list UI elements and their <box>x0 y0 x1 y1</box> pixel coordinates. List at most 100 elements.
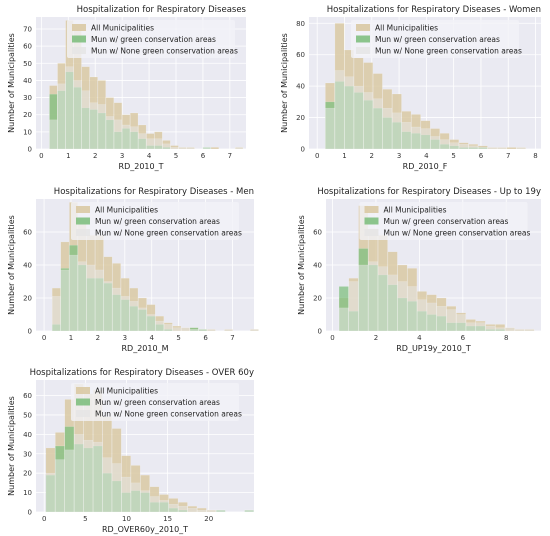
histogram-bar <box>487 147 498 150</box>
y-tick-label: 20 <box>23 295 32 303</box>
histogram-bar <box>130 482 141 513</box>
histogram-bar <box>411 126 421 150</box>
x-axis-label: RD_2010_T <box>119 162 164 171</box>
legend-box <box>359 202 528 240</box>
histogram-bar <box>178 147 187 150</box>
x-tick-label: 7 <box>230 334 234 342</box>
x-tick-label: 6 <box>203 334 208 342</box>
chart-title: Hospitalizations for Respiratory Disease… <box>30 368 254 378</box>
histogram-bar <box>146 138 155 150</box>
histogram-bar <box>83 439 94 513</box>
y-tick-label: 60 <box>23 392 32 400</box>
y-tick-label: 60 <box>23 43 32 51</box>
legend-swatch <box>364 217 379 225</box>
y-tick-label: 40 <box>23 262 32 270</box>
y-tick-label: 0 <box>28 509 32 517</box>
x-tick-label: 8 <box>533 152 537 160</box>
x-tick-label: 0 <box>42 334 46 342</box>
legend-box <box>71 383 239 421</box>
x-tick-label: 5 <box>451 152 455 160</box>
y-tick-label: 40 <box>296 83 305 91</box>
histogram-bar <box>170 147 179 150</box>
histogram-bar <box>187 507 198 513</box>
histogram-bar <box>57 83 66 150</box>
legend-label: All Municipalities <box>384 206 447 215</box>
histogram-bar <box>420 128 431 150</box>
histogram-bar <box>506 147 517 150</box>
x-tick-label: 6 <box>201 152 206 160</box>
histogram-bar <box>382 107 393 150</box>
histogram-bar <box>202 147 211 150</box>
histogram-bar <box>154 138 163 150</box>
x-tick-label: 7 <box>228 152 232 160</box>
x-tick-label: 15 <box>163 515 172 523</box>
histogram-bar <box>372 98 383 150</box>
histogram-bar <box>478 147 488 150</box>
legend: All Municipalities Mun w/ green conservat… <box>351 20 522 58</box>
histogram-bar <box>516 147 526 150</box>
chart-title: Hospitalizations for Respiratory Disease… <box>54 187 254 197</box>
histogram-bar <box>159 500 169 513</box>
x-tick-label: 8 <box>504 334 508 342</box>
x-tick-label: 6 <box>461 334 466 342</box>
histogram-bar <box>112 287 121 332</box>
histogram-bar <box>55 459 65 513</box>
histogram-bar <box>392 112 402 150</box>
histogram-bar <box>426 302 437 332</box>
legend-swatch <box>356 35 370 43</box>
x-tick-label: 4 <box>424 152 429 160</box>
histogram-bar <box>417 299 427 332</box>
histogram-bar <box>446 309 457 332</box>
chart-panel-4: 0 2 4 6 8 0 20 40 60 Hospitalizations for Respira… <box>297 187 541 353</box>
histogram-bar <box>197 509 207 513</box>
y-tick-label: 50 <box>23 60 32 68</box>
histogram-bar <box>401 122 412 150</box>
histogram-bar <box>363 92 374 150</box>
histogram-bar <box>120 296 130 332</box>
y-tick-label: 60 <box>313 229 322 237</box>
x-tick-label: 5 <box>176 334 180 342</box>
histogram-bar <box>81 90 90 150</box>
x-axis-label: RD_UP19y_2010_T <box>396 344 471 353</box>
legend: All Municipalities Mun w/ green conservat… <box>359 202 530 240</box>
legend-box <box>71 202 239 240</box>
legend-swatch <box>76 410 90 417</box>
y-tick-label: 30 <box>23 450 32 458</box>
histogram-bar <box>368 261 379 332</box>
x-tick-label: 6 <box>479 152 484 160</box>
legend-label: All Municipalities <box>91 24 154 33</box>
histogram-bar <box>377 266 388 332</box>
y-axis-label: Number of Municipalities <box>7 396 16 496</box>
histogram-bar <box>51 296 61 332</box>
x-tick-label: 1 <box>342 152 346 160</box>
chart-panel-3: 0 1 2 3 4 5 6 7 0 20 40 60 Hospitalizations for Resp… <box>7 187 259 353</box>
y-tick-label: 20 <box>313 295 322 303</box>
histogram-bar <box>172 327 182 332</box>
histogram-bar <box>89 102 98 150</box>
histogram-bar <box>449 142 460 150</box>
histogram-bar <box>140 490 150 513</box>
histogram-bar <box>77 261 87 332</box>
histogram-bar <box>60 269 70 332</box>
x-tick-label: 3 <box>397 152 401 160</box>
legend-box <box>351 20 519 58</box>
x-axis-label: RD_2010_M <box>122 344 169 353</box>
histogram-bar <box>348 281 359 332</box>
histogram-bar <box>497 147 507 150</box>
histogram-bar <box>244 509 254 513</box>
legend-label: Mun w/ None green conservation areas <box>95 410 242 419</box>
histogram-bar <box>407 286 418 332</box>
histogram-bar <box>250 329 259 332</box>
y-tick-label: 10 <box>23 489 32 497</box>
histogram-bar <box>102 457 112 513</box>
legend-swatch <box>76 206 90 213</box>
y-tick-label: 60 <box>23 229 32 237</box>
histogram-bar <box>65 66 74 150</box>
histogram-bar <box>74 434 84 513</box>
histogram-bar <box>458 144 469 150</box>
histogram-bar <box>504 327 515 332</box>
histogram-bar <box>325 107 335 150</box>
